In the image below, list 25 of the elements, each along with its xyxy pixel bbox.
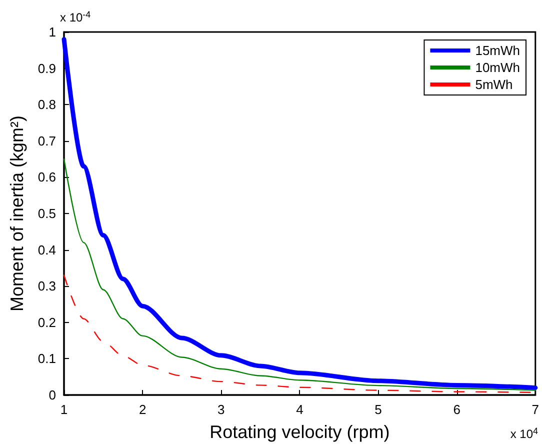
- x-tick-label: 2: [138, 402, 146, 417]
- y-tick-label: 0.4: [38, 242, 56, 258]
- x-tick-label: 5: [374, 402, 382, 417]
- x-tick-label: 6: [453, 402, 460, 417]
- y-tick-label: 0.5: [38, 206, 56, 221]
- y-axis-title: Moment of inertia (kgm²): [7, 115, 27, 312]
- line-series: [63, 158, 536, 391]
- y-tick-label: 0.1: [38, 351, 56, 366]
- line-series: [62, 37, 538, 390]
- y-tick-label: 0.3: [38, 278, 56, 294]
- y-tick-label: 0.9: [38, 60, 56, 76]
- x-tick-label: 4: [296, 402, 304, 417]
- legend-label: 5mWh: [475, 77, 513, 92]
- legend-label: 10mWh: [475, 60, 520, 75]
- x-axis-title: Rotating velocity (rpm): [210, 422, 390, 442]
- x-tick-label: 3: [218, 402, 225, 417]
- x-tick-label: 1: [60, 402, 68, 417]
- x-tick-label: 7: [532, 402, 539, 417]
- y-tick-label: 0.6: [38, 170, 56, 185]
- y-tick-label: 0.8: [38, 97, 56, 112]
- legend-label: 15mWh: [475, 43, 520, 58]
- y-tick-label: 0: [48, 388, 56, 402]
- y-tick-label: 0.7: [38, 133, 56, 148]
- y-tick-label: 1: [48, 24, 56, 40]
- y-tick-label: 0.2: [38, 314, 56, 330]
